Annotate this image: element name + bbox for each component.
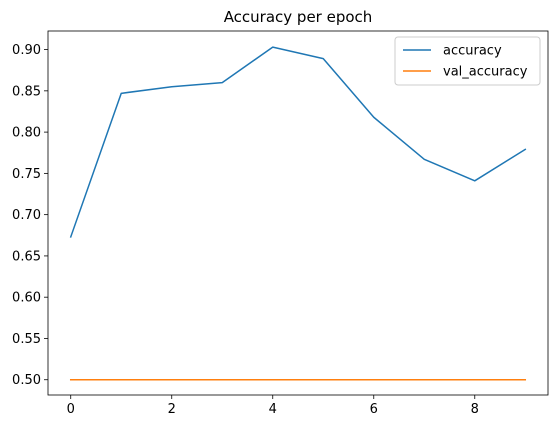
y-tick-label: 0.65 [12,249,41,264]
x-axis-ticks: 0 2 4 6 8 [67,395,479,417]
chart-title: Accuracy per epoch [224,8,373,26]
axes-frame [47,30,549,396]
y-tick-label: 0.85 [12,84,41,99]
y-tick-label: 0.90 [12,43,41,58]
x-tick-label: 8 [471,402,479,417]
x-tick-label: 2 [168,402,176,417]
y-tick-label: 0.55 [12,332,41,347]
y-axis-ticks: 0.50 0.55 0.60 0.65 0.70 0.75 0.80 0.85 0.90 [12,43,48,388]
legend: accuracy val_accuracy [394,36,541,86]
y-tick-label: 0.60 [12,291,41,306]
legend-label: accuracy [443,44,502,59]
x-tick-label: 4 [269,402,277,417]
x-tick-label: 6 [370,402,378,417]
y-tick-label: 0.80 [12,126,41,141]
legend-box [394,36,541,86]
x-tick-label: 0 [67,402,75,417]
series-line-accuracy [69,46,527,238]
y-tick-label: 0.70 [12,208,41,223]
series-layer [69,46,527,381]
legend-label: val_accuracy [443,65,528,80]
y-tick-label: 0.75 [12,167,41,182]
y-tick-label: 0.50 [12,373,41,388]
